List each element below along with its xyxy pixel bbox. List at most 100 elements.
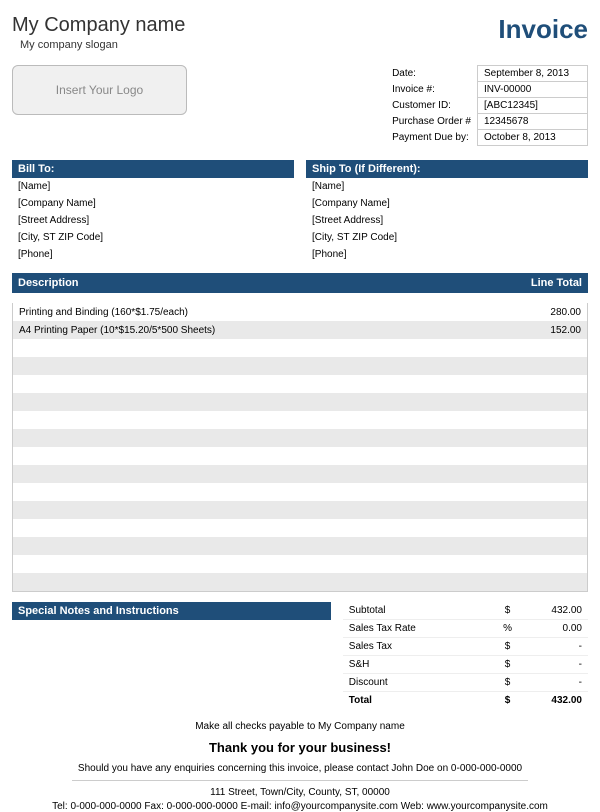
item-description: A4 Printing Paper (10*$15.20/5*500 Sheet… [13, 321, 497, 339]
header: My Company name My company slogan Invoic… [12, 14, 588, 51]
table-row [13, 429, 587, 447]
totals-value: 0.00 [518, 620, 588, 638]
item-line-total [497, 339, 587, 357]
item-line-total [497, 537, 587, 555]
totals-symbol: $ [497, 638, 518, 656]
table-row [13, 447, 587, 465]
item-line-total [497, 411, 587, 429]
col-line-total: Line Total [498, 273, 588, 293]
col-description: Description [12, 273, 498, 293]
meta-label-invoice-no: Invoice #: [386, 82, 477, 98]
items-body-wrap: Printing and Binding (160*$1.75/each)280… [12, 303, 588, 592]
item-line-total [497, 357, 587, 375]
meta-label-due: Payment Due by: [386, 130, 477, 146]
item-line-total [497, 483, 587, 501]
item-line-total [497, 573, 587, 591]
totals-total-symbol: $ [497, 692, 518, 710]
table-row [13, 483, 587, 501]
logo-placeholder[interactable]: Insert Your Logo [12, 65, 187, 115]
ship-to-line: [Phone] [306, 246, 588, 263]
bill-to-header: Bill To: [12, 160, 294, 178]
company-slogan: My company slogan [20, 39, 185, 51]
totals-row: S&H$- [343, 656, 588, 674]
bill-to-section: Bill To: [Name] [Company Name] [Street A… [12, 160, 294, 263]
totals-symbol: % [497, 620, 518, 638]
meta-value-invoice-no[interactable]: INV-00000 [478, 82, 588, 98]
item-line-total [497, 519, 587, 537]
item-description [13, 519, 497, 537]
item-line-total [497, 447, 587, 465]
totals-row: Sales Tax Rate%0.00 [343, 620, 588, 638]
ship-to-line: [Name] [306, 178, 588, 195]
table-row [13, 537, 587, 555]
meta-label-customer-id: Customer ID: [386, 98, 477, 114]
items-table-body: Printing and Binding (160*$1.75/each)280… [13, 303, 587, 591]
totals-total-value: 432.00 [518, 692, 588, 710]
table-row [13, 501, 587, 519]
totals-label: Subtotal [343, 602, 497, 620]
totals-value: - [518, 674, 588, 692]
item-description [13, 357, 497, 375]
totals-value: - [518, 656, 588, 674]
totals-value: - [518, 638, 588, 656]
item-description [13, 573, 497, 591]
footer-thanks: Thank you for your business! [12, 740, 588, 755]
totals-value: 432.00 [518, 602, 588, 620]
item-description [13, 447, 497, 465]
bill-to-line: [City, ST ZIP Code] [12, 229, 294, 246]
footer-address: 111 Street, Town/City, County, ST, 00000 [12, 787, 588, 798]
totals-section: Subtotal$432.00Sales Tax Rate%0.00Sales … [343, 602, 588, 709]
totals-row: Subtotal$432.00 [343, 602, 588, 620]
totals-label: Sales Tax Rate [343, 620, 497, 638]
bill-to-line: [Phone] [12, 246, 294, 263]
table-row [13, 393, 587, 411]
table-row: Printing and Binding (160*$1.75/each)280… [13, 303, 587, 321]
table-row [13, 465, 587, 483]
item-description [13, 555, 497, 573]
table-row [13, 519, 587, 537]
item-line-total [497, 375, 587, 393]
totals-total-row: Total$432.00 [343, 692, 588, 710]
notes-header: Special Notes and Instructions [12, 602, 331, 620]
totals-label: Discount [343, 674, 497, 692]
meta-value-date[interactable]: September 8, 2013 [478, 66, 588, 82]
footer-enquiry: Should you have any enquiries concerning… [12, 763, 588, 774]
item-description [13, 429, 497, 447]
item-description [13, 501, 497, 519]
footer-payable: Make all checks payable to My Company na… [12, 721, 588, 732]
totals-row: Discount$- [343, 674, 588, 692]
ship-to-line: [Company Name] [306, 195, 588, 212]
top-row: Insert Your Logo Date:September 8, 2013 … [12, 65, 588, 146]
company-name: My Company name [12, 14, 185, 37]
ship-to-line: [Street Address] [306, 212, 588, 229]
invoice-title: Invoice [498, 14, 588, 45]
totals-row: Sales Tax$- [343, 638, 588, 656]
bottom-row: Special Notes and Instructions Subtotal$… [12, 602, 588, 709]
bill-to-line: [Name] [12, 178, 294, 195]
table-row: A4 Printing Paper (10*$15.20/5*500 Sheet… [13, 321, 587, 339]
meta-value-customer-id[interactable]: [ABC12345] [478, 98, 588, 114]
meta-value-due[interactable]: October 8, 2013 [478, 130, 588, 146]
company-block: My Company name My company slogan [12, 14, 185, 51]
item-line-total [497, 555, 587, 573]
item-line-total: 280.00 [497, 303, 587, 321]
meta-value-po[interactable]: 12345678 [478, 114, 588, 130]
item-description [13, 393, 497, 411]
item-description [13, 339, 497, 357]
item-description [13, 375, 497, 393]
totals-table: Subtotal$432.00Sales Tax Rate%0.00Sales … [343, 602, 588, 709]
totals-label: Sales Tax [343, 638, 497, 656]
footer-contact: Tel: 0-000-000-0000 Fax: 0-000-000-0000 … [12, 801, 588, 812]
item-line-total [497, 501, 587, 519]
item-line-total [497, 429, 587, 447]
totals-label: S&H [343, 656, 497, 674]
footer: Make all checks payable to My Company na… [12, 721, 588, 812]
ship-to-section: Ship To (If Different): [Name] [Company … [306, 160, 588, 263]
item-description: Printing and Binding (160*$1.75/each) [13, 303, 497, 321]
meta-label-date: Date: [386, 66, 477, 82]
meta-label-po: Purchase Order # [386, 114, 477, 130]
ship-to-line: [City, ST ZIP Code] [306, 229, 588, 246]
table-row [13, 339, 587, 357]
item-description [13, 483, 497, 501]
meta-table: Date:September 8, 2013 Invoice #:INV-000… [386, 65, 588, 146]
